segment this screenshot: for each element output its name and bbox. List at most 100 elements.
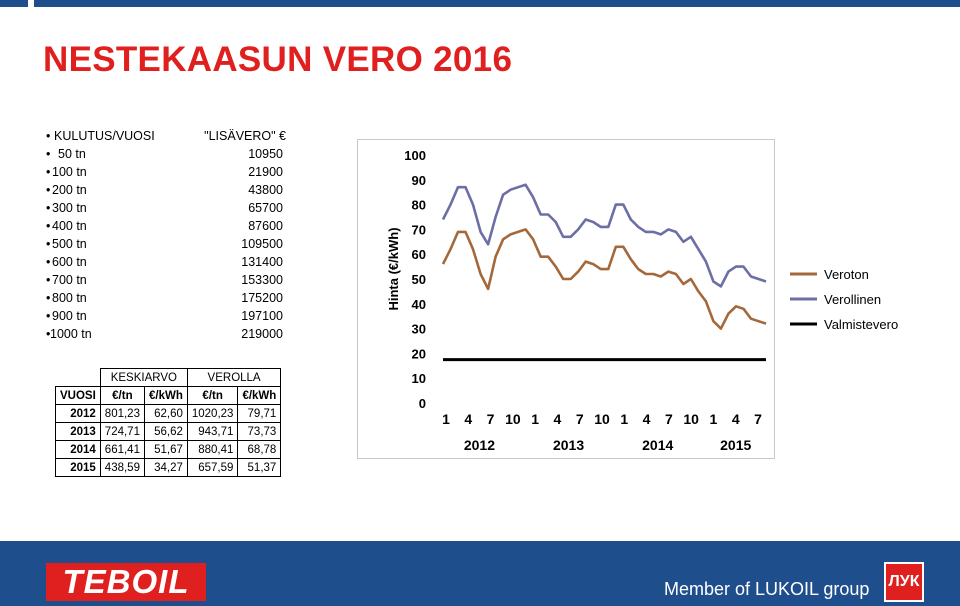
item-value: 175200 xyxy=(241,291,283,305)
list-item: • 300 tn 65700 xyxy=(46,199,346,217)
x-tick-label: 1 xyxy=(442,411,450,427)
item-label: 1000 tn xyxy=(50,327,92,341)
page-title: NESTEKAASUN VERO 2016 xyxy=(43,40,513,79)
list-item: • 800 tn 175200 xyxy=(46,289,346,307)
table-cell: 34,27 xyxy=(143,458,188,477)
y-tick-label: 90 xyxy=(412,173,426,188)
item-label: 600 tn xyxy=(52,255,87,269)
consumption-list: • KULUTUS/VUOSI "LISÄVERO" € • 50 tn 10950… xyxy=(46,127,346,343)
header-value: "LISÄVERO" € xyxy=(204,129,286,143)
price-table: KESKIARVO VEROLLA VUOSI €/tn €/kWh €/tn … xyxy=(55,368,282,477)
list-item: • 400 tn 87600 xyxy=(46,217,346,235)
legend-label: Veroton xyxy=(824,267,869,282)
item-value: 131400 xyxy=(241,255,283,269)
y-tick-label: 100 xyxy=(404,148,426,163)
price-chart: 0 10 20 30 40 50 60 70 80 90 100 Hinta (€/kWh) 1 4 7 10… xyxy=(357,139,775,459)
bullet: • xyxy=(46,255,51,269)
table-cell: 801,23 xyxy=(99,404,145,423)
item-value: 153300 xyxy=(241,273,283,287)
item-label: 900 tn xyxy=(52,309,87,323)
member-text: Member of LUKOIL group xyxy=(664,579,870,599)
header-label: KULUTUS/VUOSI xyxy=(54,129,155,143)
table-cell: 68,78 xyxy=(237,440,282,459)
table-cell: 661,41 xyxy=(99,440,145,459)
table-cell: 2015 xyxy=(55,458,101,477)
item-label: 700 tn xyxy=(52,273,87,287)
column-header: €/kWh xyxy=(143,386,188,405)
legend-label: Valmistevero xyxy=(824,317,898,332)
year-label: 2015 xyxy=(720,437,751,453)
y-tick-label: 30 xyxy=(412,322,426,337)
list-item: • 100 tn 21900 xyxy=(46,163,346,181)
x-tick-label: 7 xyxy=(576,411,584,427)
top-bar xyxy=(0,0,960,7)
table-header-row: VUOSI €/tn €/kWh €/tn €/kWh xyxy=(55,386,282,405)
table-row: 2014 661,41 51,67 880,41 68,78 xyxy=(55,440,282,459)
teboil-logo-text: TEBOIL xyxy=(62,563,190,600)
item-value: 43800 xyxy=(248,183,283,197)
list-item: • 600 tn 131400 xyxy=(46,253,346,271)
lukoil-logo-text: ЛУК xyxy=(888,573,920,590)
x-tick-label: 4 xyxy=(732,411,740,427)
year-label: 2012 xyxy=(464,437,495,453)
y-tick-label: 80 xyxy=(412,198,426,213)
table-row: 2015 438,59 34,27 657,59 51,37 xyxy=(55,458,282,477)
table-group-header-row: KESKIARVO VEROLLA xyxy=(56,368,282,387)
teboil-logo: TEBOIL xyxy=(46,563,206,601)
list-item: • 700 tn 153300 xyxy=(46,271,346,289)
bullet: • xyxy=(46,327,51,341)
table-row: 2012 801,23 62,60 1020,23 79,71 xyxy=(55,404,282,423)
y-tick-label: 20 xyxy=(412,346,426,361)
item-value: 65700 xyxy=(248,201,283,215)
item-label: 200 tn xyxy=(52,183,87,197)
table-cell: 2014 xyxy=(55,440,101,459)
x-tick-label: 10 xyxy=(505,411,521,427)
year-label: 2014 xyxy=(642,437,673,453)
item-label: 300 tn xyxy=(52,201,87,215)
list-item: • 50 tn 10950 xyxy=(46,145,346,163)
list-item: • 900 tn 197100 xyxy=(46,307,346,325)
item-label: 500 tn xyxy=(52,237,87,251)
bullet: • xyxy=(46,309,51,323)
series-line-veroton xyxy=(441,228,767,330)
chart-legend: Veroton Verollinen Valmistevero xyxy=(790,267,898,332)
bullet: • xyxy=(46,219,51,233)
bullet: • xyxy=(46,273,51,287)
x-tick-label: 10 xyxy=(594,411,610,427)
bullet: • xyxy=(46,147,51,161)
bullet: • xyxy=(46,129,51,143)
table-cell: 880,41 xyxy=(186,440,239,459)
column-header: €/tn xyxy=(186,386,239,405)
x-tick-label: 1 xyxy=(531,411,539,427)
table-cell: 73,73 xyxy=(237,422,282,441)
top-bar-gap xyxy=(28,0,34,7)
table-cell: 56,62 xyxy=(143,422,188,441)
item-value: 87600 xyxy=(248,219,283,233)
x-tick-label: 10 xyxy=(683,411,699,427)
y-axis-title: Hinta (€/kWh) xyxy=(386,227,401,310)
year-label: 2013 xyxy=(553,437,584,453)
item-value: 21900 xyxy=(248,165,283,179)
legend-label: Verollinen xyxy=(824,292,881,307)
item-label: 800 tn xyxy=(52,291,87,305)
item-value: 109500 xyxy=(241,237,283,251)
item-value: 10950 xyxy=(248,147,283,161)
consumption-list-header: • KULUTUS/VUOSI "LISÄVERO" € xyxy=(46,127,346,145)
item-value: 219000 xyxy=(241,327,283,341)
x-tick-label: 7 xyxy=(754,411,762,427)
x-tick-label: 4 xyxy=(643,411,651,427)
table-cell: 438,59 xyxy=(99,458,145,477)
lukoil-logo: ЛУК xyxy=(884,562,924,602)
x-tick-label: 7 xyxy=(487,411,495,427)
bullet: • xyxy=(46,165,51,179)
bullet: • xyxy=(46,183,51,197)
bullet: • xyxy=(46,237,51,251)
table-cell: 51,67 xyxy=(143,440,188,459)
table-row: 2013 724,71 56,62 943,71 73,73 xyxy=(55,422,282,441)
table-cell xyxy=(56,369,101,387)
y-tick-label: 0 xyxy=(419,396,426,411)
y-tick-label: 10 xyxy=(412,371,426,386)
list-item: • 200 tn 43800 xyxy=(46,181,346,199)
table-cell: 943,71 xyxy=(186,422,239,441)
